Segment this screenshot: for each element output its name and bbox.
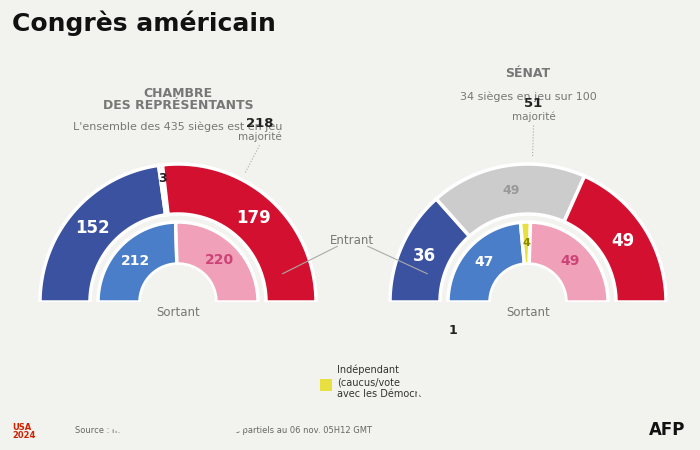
Polygon shape	[40, 165, 166, 302]
Text: Indépendant
(caucus/vote
avec les Démocrates): Indépendant (caucus/vote avec les Démocr…	[337, 364, 443, 400]
Text: 3: 3	[158, 171, 167, 184]
Polygon shape	[176, 222, 258, 302]
Text: majorité: majorité	[238, 131, 282, 142]
Text: SÉNAT: SÉNAT	[505, 67, 551, 80]
Text: 51: 51	[524, 97, 542, 110]
Text: 179: 179	[236, 209, 271, 227]
Wedge shape	[141, 265, 215, 302]
Text: 47: 47	[475, 255, 494, 269]
Text: 218: 218	[246, 117, 274, 130]
Polygon shape	[162, 164, 316, 302]
Wedge shape	[491, 265, 565, 302]
Polygon shape	[98, 222, 177, 302]
Text: L'ensemble des 435 sièges est en jeu: L'ensemble des 435 sièges est en jeu	[74, 122, 283, 132]
Text: Républicain: Républicain	[217, 377, 274, 387]
Text: DES REPRÉSENTANTS: DES REPRÉSENTANTS	[103, 99, 253, 112]
Wedge shape	[35, 302, 321, 445]
Bar	[95, 379, 107, 391]
Text: 2024: 2024	[12, 432, 36, 441]
Text: Sortant: Sortant	[156, 306, 200, 319]
Text: Démocrate: Démocrate	[112, 377, 167, 387]
Polygon shape	[529, 222, 608, 302]
Polygon shape	[159, 165, 168, 215]
Text: 1: 1	[449, 324, 457, 337]
Polygon shape	[521, 222, 531, 264]
Polygon shape	[564, 176, 666, 302]
Text: Congrès américain: Congrès américain	[12, 10, 276, 36]
Text: 212: 212	[121, 254, 150, 268]
Bar	[320, 379, 332, 391]
Wedge shape	[385, 302, 671, 445]
Text: AFP: AFP	[649, 421, 685, 439]
Text: 34 sièges en jeu sur 100: 34 sièges en jeu sur 100	[460, 91, 596, 102]
Polygon shape	[390, 199, 470, 302]
Text: 4: 4	[522, 238, 530, 248]
Text: Sortant: Sortant	[506, 306, 550, 319]
Text: USA: USA	[12, 423, 32, 432]
Bar	[470, 379, 482, 391]
Polygon shape	[448, 222, 524, 302]
Polygon shape	[436, 164, 584, 236]
Text: 152: 152	[76, 219, 110, 237]
Text: 49: 49	[561, 254, 580, 268]
Text: CHAMBRE: CHAMBRE	[144, 87, 213, 100]
Text: majorité: majorité	[512, 112, 556, 122]
Bar	[200, 379, 212, 391]
Text: 49: 49	[502, 184, 519, 197]
Text: 49: 49	[611, 232, 634, 250]
Text: 220: 220	[204, 253, 234, 267]
Text: Vacant
ou en attente
de résultats: Vacant ou en attente de résultats	[487, 364, 554, 400]
Text: 36: 36	[414, 247, 437, 265]
Text: Source : médias américains – Résultats partiels au 06 nov. 05H12 GMT: Source : médias américains – Résultats p…	[75, 425, 372, 435]
Text: Entrant: Entrant	[330, 234, 374, 247]
